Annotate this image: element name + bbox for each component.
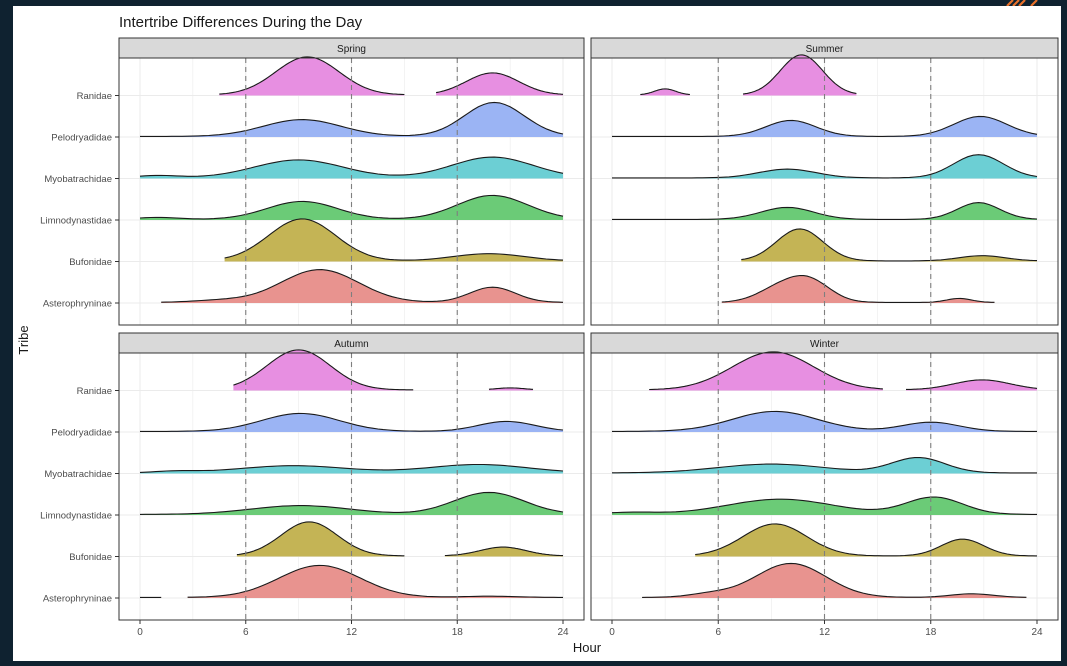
ridge-outline-autumn-asterophryninae: [187, 564, 563, 598]
ridge-outline-autumn-ranidae: [233, 349, 414, 391]
ridge-outline-summer-ranidae: [640, 88, 690, 96]
ridge-autumn-bufonidae: [236, 521, 405, 557]
ridge-outline-summer-asterophryninae: [721, 274, 995, 303]
y-tick-label: Ranidae: [77, 386, 112, 397]
ridge-outline-winter-asterophryninae: [642, 562, 1027, 598]
ridge-autumn-asterophryninae: [187, 565, 563, 598]
ridge-outline-summer-bufonidae: [741, 228, 1038, 262]
ridge-spring-pelodryadidae: [140, 102, 563, 137]
y-tick-label: Pelodryadidae: [51, 133, 112, 144]
y-tick-label: Myobatrachidae: [44, 469, 112, 480]
strip-label-summer: Summer: [806, 44, 844, 55]
ridge-outline-autumn-ranidae: [488, 387, 534, 390]
ridge-outline-spring-ranidae: [219, 56, 405, 96]
y-tick-label: Myobatrachidae: [44, 174, 112, 185]
ridge-outline-spring-bufonidae: [224, 218, 564, 261]
ridge-autumn-ranidae: [233, 349, 414, 391]
screen-border-left: [0, 0, 13, 661]
y-tick-label: Bufonidae: [69, 257, 112, 268]
x-tick-label: 12: [819, 627, 831, 638]
x-tick-label: 24: [1031, 627, 1043, 638]
chart-title: Intertribe Differences During the Day: [119, 14, 363, 31]
ridge-spring-myobatrachidae: [140, 157, 563, 179]
ridge-outline-summer-ranidae: [742, 54, 857, 95]
ridge-outline-winter-myobatrachidae: [612, 457, 1037, 474]
x-tick-label: 24: [557, 627, 569, 638]
strip-label-spring: Spring: [337, 44, 366, 55]
y-tick-label: Limnodynastidae: [40, 216, 112, 227]
ridge-summer-myobatrachidae: [612, 154, 1037, 179]
ridge-outline-spring-asterophryninae: [161, 269, 564, 303]
x-tick-label: 0: [137, 627, 143, 638]
ridge-outline-winter-ranidae: [906, 379, 1038, 390]
x-axis-title: Hour: [573, 640, 602, 655]
ridge-spring-ranidae: [436, 72, 563, 96]
x-tick-label: 12: [346, 627, 358, 638]
ridge-outline-autumn-bufonidae: [444, 546, 563, 557]
x-tick-label: 0: [609, 627, 615, 638]
x-tick-label: 6: [243, 627, 249, 638]
panel-spring: Spring Asterophryninae Bufonidae Limnodynas…: [40, 37, 585, 326]
ridge-spring-bufonidae: [224, 218, 563, 262]
ridge-outline-summer-myobatrachidae: [612, 154, 1038, 179]
ridge-outline-autumn-myobatrachidae: [139, 463, 564, 473]
ridge-outline-spring-pelodryadidae: [140, 101, 564, 137]
y-tick-label: Asterophryninae: [43, 299, 112, 310]
panel-border-spring: [118, 57, 585, 326]
screen-border-right: [1061, 0, 1067, 661]
y-tick-label: Pelodryadidae: [51, 428, 112, 439]
logo-mark: [1006, 0, 1038, 6]
ridge-summer-bufonidae: [741, 228, 1037, 262]
y-tick-label: Limnodynastidae: [40, 511, 112, 522]
screen-border-top: [0, 0, 1067, 6]
ridge-summer-limnodynastidae: [612, 202, 1037, 220]
ridge-summer-ranidae: [743, 54, 857, 96]
ridge-spring-ranidae: [219, 56, 405, 96]
ridge-outline-winter-limnodynastidae: [611, 496, 1037, 515]
panel-autumn: Autumn Asterophryninae Bufonidae Limnodynas…: [40, 332, 585, 638]
ridge-outline-autumn-bufonidae: [236, 521, 405, 557]
strip-label-winter: Winter: [810, 339, 840, 350]
ridge-outline-autumn-pelodryadidae: [140, 412, 564, 432]
x-tick-label: 18: [452, 627, 464, 638]
x-tick-label: 18: [925, 627, 937, 638]
y-tick-label: Asterophryninae: [43, 594, 112, 605]
ridge-winter-asterophryninae: [642, 563, 1027, 598]
ridge-summer-asterophryninae: [721, 275, 995, 303]
ridge-autumn-bufonidae: [444, 547, 563, 557]
ridge-winter-bufonidae: [695, 523, 1037, 557]
ridge-outline-winter-pelodryadidae: [612, 410, 1037, 432]
y-axis-title: Tribe: [16, 325, 31, 354]
panel-border-summer: [590, 57, 1059, 326]
ridge-outline-winter-bufonidae: [695, 523, 1038, 557]
panel-winter: Winter 0 6 12 18 24: [590, 332, 1059, 638]
panel-summer: Summer: [590, 37, 1059, 326]
ridge-summer-ranidae: [640, 88, 690, 96]
x-tick-label: 6: [715, 627, 721, 638]
y-tick-label: Bufonidae: [69, 552, 112, 563]
ridge-spring-asterophryninae: [161, 269, 563, 303]
strip-label-autumn: Autumn: [334, 339, 368, 350]
y-tick-label: Ranidae: [77, 91, 112, 102]
